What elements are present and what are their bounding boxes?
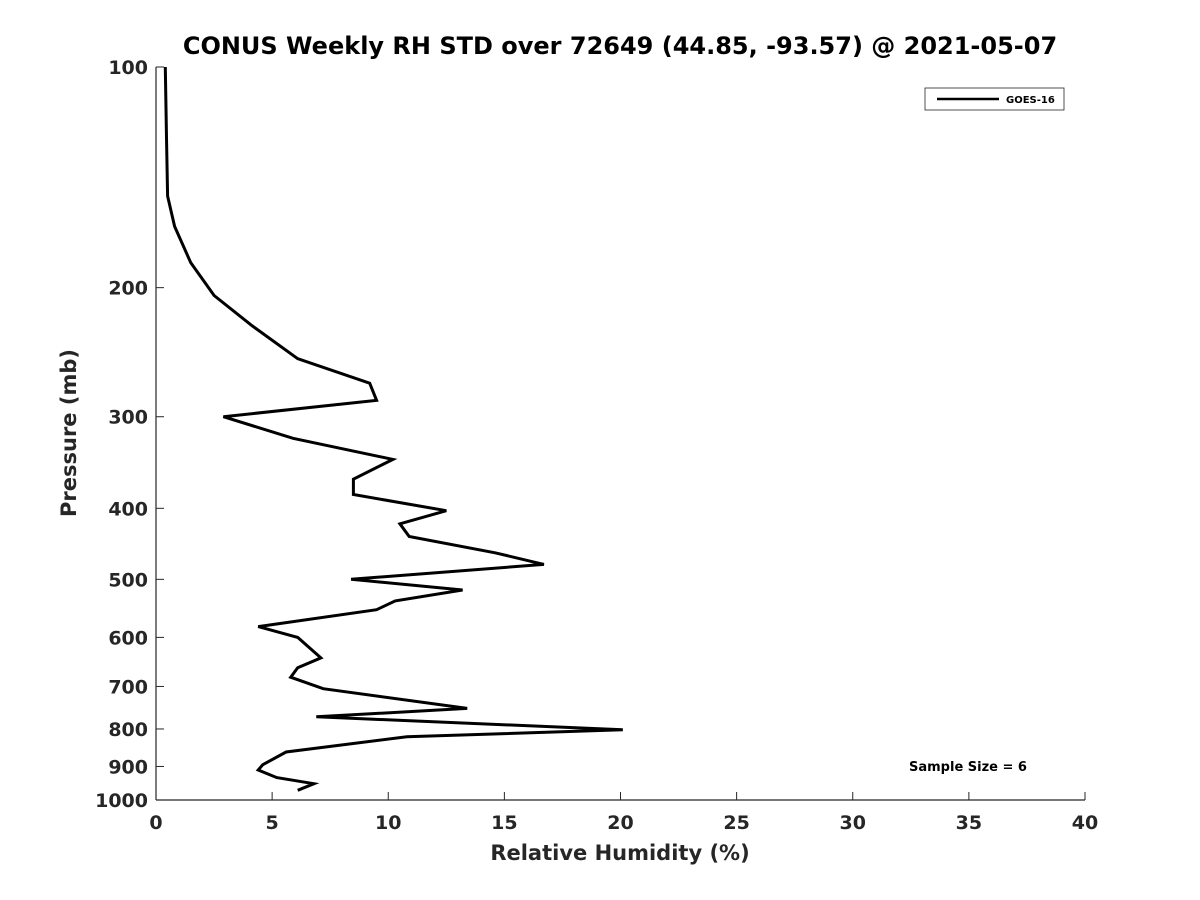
- series-lines: [163, 66, 623, 792]
- x-tick-label: 30: [840, 812, 866, 834]
- y-tick-label: 500: [108, 569, 148, 591]
- legend: GOES-16: [924, 87, 1065, 111]
- y-tick-label: 600: [108, 627, 148, 649]
- x-tick-label: 5: [266, 812, 279, 834]
- y-ticks: 100 200 300 400 500 600 700 800 900 1000: [95, 57, 164, 812]
- x-tick-label: 15: [491, 812, 517, 834]
- y-tick-label: 800: [108, 719, 148, 741]
- y-tick-label: 300: [108, 407, 148, 429]
- x-tick-label: 25: [723, 812, 749, 834]
- x-tick-label: 20: [607, 812, 633, 834]
- y-tick-label: 700: [108, 676, 148, 698]
- legend-label-goes-16: GOES-16: [1006, 95, 1055, 106]
- x-tick-label: 10: [375, 812, 401, 834]
- y-tick-label: 1000: [95, 790, 148, 812]
- x-tick-label: 0: [149, 812, 162, 834]
- x-axis-label: Relative Humidity (%): [490, 841, 749, 865]
- y-tick-label: 400: [108, 498, 148, 520]
- sample-size-annotation: Sample Size = 6: [909, 760, 1027, 775]
- y-tick-label: 100: [108, 57, 148, 79]
- x-tick-label: 35: [956, 812, 982, 834]
- x-tick-label: 40: [1072, 812, 1098, 834]
- y-tick-label: 900: [108, 756, 148, 778]
- series-line-goes-16: [163, 66, 623, 792]
- y-axis-label: Pressure (mb): [57, 349, 81, 517]
- y-tick-label: 200: [108, 278, 148, 300]
- chart-title: CONUS Weekly RH STD over 72649 (44.85, -…: [183, 32, 1057, 60]
- x-ticks: 0 5 10 15 20 25 30 35 40: [149, 792, 1098, 834]
